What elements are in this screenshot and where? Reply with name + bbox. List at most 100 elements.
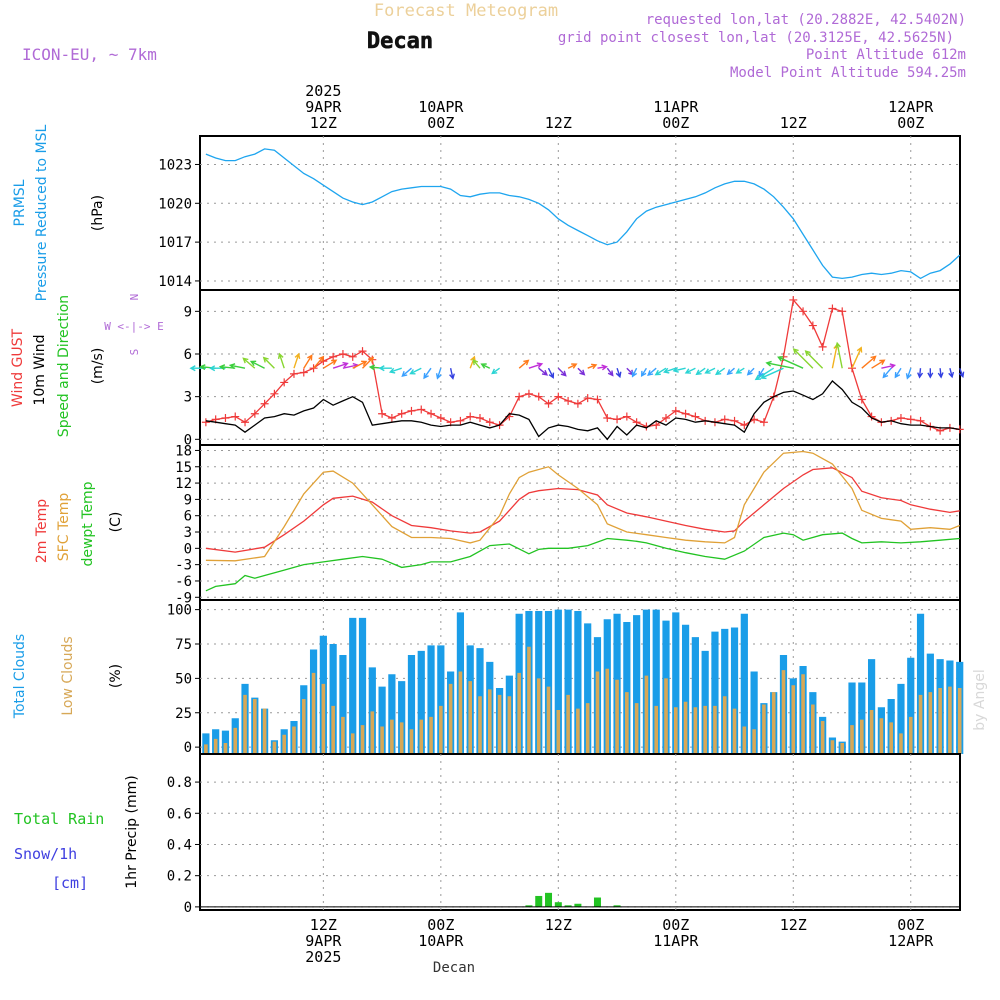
low-clouds-bar: [497, 694, 502, 754]
gust-marker: [867, 412, 876, 421]
sfc-temp-line: [205, 450, 960, 562]
gust-marker: [544, 399, 553, 408]
gust-marker: [534, 392, 543, 401]
total-clouds-bar: [623, 622, 631, 754]
y-tick-label: 100: [167, 603, 192, 619]
gust-marker: [475, 413, 484, 422]
wind-direction-arrow: [587, 363, 598, 370]
low-clouds-bar: [458, 671, 463, 754]
wind-direction-arrow: [640, 367, 647, 378]
wind-direction-arrow: [726, 367, 735, 376]
wind-direction-arrow: [777, 356, 804, 369]
pressure-frame: [199, 135, 961, 291]
low-clouds-bar: [213, 738, 218, 754]
total-clouds-bar: [417, 650, 425, 754]
rain-bar: [535, 895, 543, 907]
low-clouds-label: Low Clouds: [60, 636, 76, 715]
gust-marker: [329, 352, 338, 361]
low-clouds-bar: [419, 719, 424, 754]
top-time-label: 12Z: [545, 114, 572, 132]
y-tick-label: 1017: [158, 235, 192, 251]
wind-dir-label: Speed and Direction: [56, 295, 72, 437]
low-clouds-bar: [948, 686, 952, 754]
low-clouds-bar: [360, 725, 365, 754]
compass-west-east: W <-|-> E: [104, 320, 164, 333]
compass-rose: N W <-|-> E S: [104, 294, 164, 356]
gust-marker: [603, 413, 612, 422]
pressure-msl-label: Pressure Reduced to MSL: [34, 124, 50, 301]
low-clouds-bar: [957, 688, 962, 754]
gust-marker: [652, 421, 661, 430]
wind-direction-arrow: [557, 367, 567, 377]
gust-marker: [662, 413, 671, 422]
y-tick-label: 0.2: [167, 869, 192, 885]
low-clouds-bar: [722, 696, 727, 754]
wind-direction-arrow: [423, 367, 432, 380]
low-clouds-bar: [801, 674, 805, 754]
y-tick-label: 0.4: [167, 837, 192, 853]
temp-sfc-label: SFC Temp: [56, 493, 72, 562]
low-clouds-bar: [350, 733, 355, 754]
low-clouds-bar: [301, 699, 306, 754]
y-tick-label: 0.6: [167, 806, 192, 822]
gust-marker: [397, 409, 406, 418]
total-clouds-bar: [584, 623, 592, 754]
wind-direction-arrow: [352, 360, 368, 369]
prmsl-line: [205, 148, 961, 280]
gust-marker: [260, 399, 269, 408]
total-clouds-bar: [358, 617, 367, 754]
total-clouds-bar: [339, 655, 347, 754]
y-tick-label: 0.8: [167, 775, 192, 791]
cloud-labels: Total Clouds Low Clouds (%): [12, 634, 124, 719]
low-clouds-bar: [762, 704, 766, 754]
wind-direction-arrow: [927, 368, 934, 379]
gust-marker: [289, 369, 298, 378]
low-clouds-bar: [673, 707, 678, 754]
precip-labels: Total Rain Snow/1h [cm] 1hr Precip (mm): [14, 775, 140, 892]
y-tick-label: 1023: [158, 157, 192, 173]
low-clouds-bar: [654, 705, 659, 754]
rain-bar: [574, 903, 582, 907]
total-clouds-bar: [867, 659, 876, 754]
total-clouds-bar: [427, 645, 435, 754]
wind-direction-arrow: [615, 367, 622, 379]
low-clouds-bar: [204, 744, 208, 754]
total-clouds-bar: [916, 613, 925, 754]
y-tick-label: 0: [184, 740, 192, 756]
total-clouds-bar: [701, 650, 709, 754]
2m-temp-line: [205, 467, 960, 553]
y-tick-label: -9: [175, 590, 192, 606]
bottom-time-label: 12Z: [545, 916, 572, 934]
wind-direction-arrow: [378, 365, 392, 372]
low-clouds-bar: [938, 688, 942, 754]
gridpoint-coords: grid point closest lon,lat (20.3125E, 42…: [558, 30, 954, 46]
wind-direction-arrow: [804, 350, 824, 369]
temp-unit-label: (C): [108, 512, 124, 533]
wind-direction-arrow: [480, 363, 491, 369]
low-clouds-bar: [928, 692, 933, 754]
gust-marker: [759, 418, 768, 427]
total-clouds-bar: [711, 631, 719, 754]
low-clouds-bar: [331, 705, 335, 754]
top-time-label: 11APR: [653, 98, 699, 116]
total-clouds-bar: [368, 667, 376, 754]
y-tick-label: 50: [175, 671, 192, 687]
meteogram-title: Forecast Meteogram: [374, 1, 558, 21]
y-tick-label: 0: [184, 432, 192, 448]
y-tick-label: 18: [175, 443, 192, 459]
gust-marker: [573, 399, 582, 408]
low-clouds-bar: [223, 743, 228, 754]
bottom-time-label: 12Z: [310, 916, 337, 934]
chart-plots: 10141017102010230369-9-6-303691215180255…: [158, 82, 965, 966]
wind-direction-arrow: [647, 367, 657, 376]
gust-marker: [280, 378, 289, 387]
low-clouds-bar: [262, 708, 267, 754]
wind-direction-arrow: [277, 352, 285, 369]
compass-south: S: [128, 349, 141, 356]
gust-marker: [554, 392, 563, 401]
wind-direction-arrow: [472, 358, 481, 369]
gust-marker: [808, 321, 817, 330]
wind-direction-arrow: [262, 356, 275, 369]
bottom-time-label: 10APR: [418, 932, 464, 950]
top-time-label: 2025: [305, 82, 341, 100]
